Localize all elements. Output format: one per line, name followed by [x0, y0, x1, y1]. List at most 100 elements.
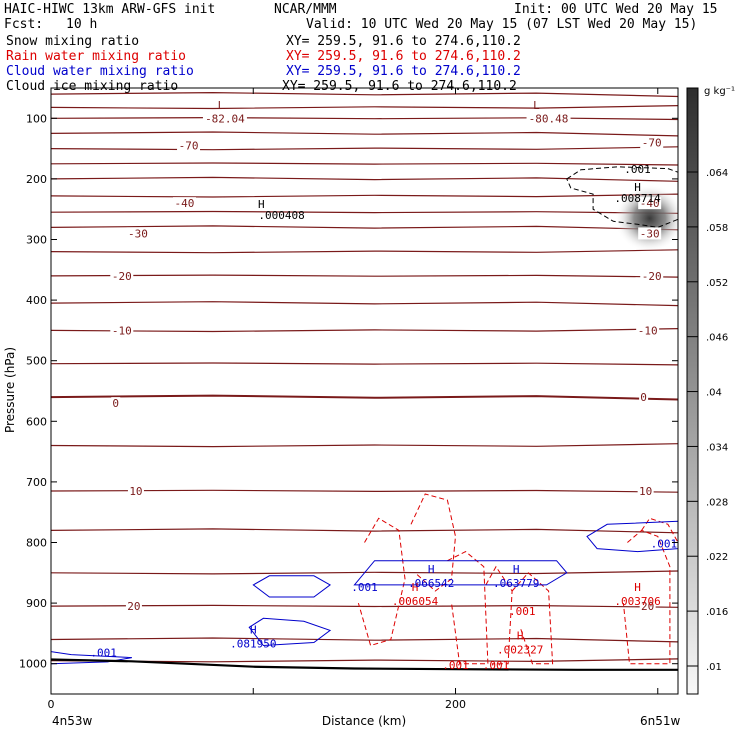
y-tick-label: 100 [26, 112, 47, 125]
temp-label-bg [636, 324, 660, 337]
cloud-ice-maximum [614, 184, 678, 253]
temp-label-bg [126, 227, 150, 240]
temp-label-bg [125, 600, 142, 613]
y-tick-label: 800 [26, 537, 47, 550]
isotherm [51, 489, 678, 493]
cloud-water-max-value: .063779 [493, 577, 539, 590]
isotherm [51, 570, 678, 575]
isotherm [51, 328, 678, 333]
cloud-water-contour-label: .001 [351, 581, 378, 594]
low-marker: L [533, 99, 540, 112]
plot-frame [50, 87, 679, 695]
isotherm [51, 443, 678, 448]
snow-max-marker: H [634, 181, 641, 194]
colorbar [686, 87, 699, 695]
cloud-ice-field [566, 166, 678, 253]
isotherm [51, 162, 678, 166]
temperature-label: -70 [179, 140, 199, 153]
snow-max-value: .008714 [614, 192, 661, 205]
cloud-water-max-marker: H [513, 563, 520, 576]
rain-contour [511, 572, 554, 665]
temperature-label: 10 [639, 485, 652, 498]
temperature-label: -40 [640, 197, 660, 210]
temperature-label: -10 [112, 324, 132, 337]
rain-max-value: .006054 [392, 595, 439, 608]
rain-contour-label: .001 [442, 659, 469, 672]
temp-label-bg [110, 324, 134, 337]
snow-contour-label: .001 [624, 163, 651, 176]
isotherm [51, 637, 678, 643]
cloud-water-max-marker: H [250, 623, 257, 636]
field-cloud-water-name: Cloud water mixing ratio [6, 64, 194, 79]
rain-max-value: .002327 [497, 643, 543, 656]
field-rain-name: Rain water mixing ratio [6, 49, 187, 64]
rain-contour [410, 493, 457, 592]
isotherm [51, 105, 678, 110]
colorbar-label: .016 [706, 607, 728, 618]
isotherm [51, 274, 678, 278]
temperature-label: -30 [128, 227, 148, 240]
colorbar-unit: g kg⁻¹ [704, 86, 735, 97]
isotherm [51, 394, 678, 401]
colorbar-labels: .064 .058 .052 .046 .04 .034 .028 .022 .016 .01 [687, 168, 728, 673]
colorbar-label: .052 [706, 278, 728, 289]
isotherm [51, 528, 678, 534]
cloud-water-contours [51, 520, 678, 665]
snow-secondary-max-marker: H [258, 198, 265, 211]
temperature-contours [51, 91, 678, 663]
temperature-label: -30 [640, 227, 660, 240]
temperature-label: -20 [112, 270, 132, 283]
endpoint-right: 6n51w [640, 714, 681, 728]
temperature-label: 20 [641, 600, 654, 613]
isotherm [51, 301, 678, 307]
temp-label-bg [639, 391, 649, 404]
snow-secondary-max-value: .000408 [258, 209, 304, 222]
cloud-water-contour [252, 575, 332, 598]
y-tick-label: 1000 [19, 658, 47, 671]
x-axis-title: Distance (km) [322, 714, 406, 728]
temp-label-bg [110, 269, 134, 282]
temp-label-bg [639, 600, 656, 613]
colorbar-label: .064 [706, 168, 728, 179]
fcst-label: Fcst: [4, 17, 44, 32]
low-marker: L [218, 99, 225, 112]
colorbar-label: .04 [706, 388, 722, 399]
temperature-label: -40 [175, 197, 195, 210]
field-cloud-water-xy: XY= 259.5, 91.6 to 274.6,110.2 [286, 64, 521, 79]
cloud-water-contour-label: .001 [651, 537, 678, 550]
temp-label-bg [177, 139, 201, 152]
field-snow-name: Snow mixing ratio [6, 34, 140, 49]
rain-max-marker: H [517, 629, 524, 642]
rain-contour [447, 551, 489, 665]
isotherm [51, 249, 678, 254]
temperature-label: -10 [638, 324, 658, 337]
colorbar-label: .058 [706, 223, 728, 234]
y-tick-label: 700 [26, 476, 47, 489]
temperature-label: -82.04 [205, 112, 245, 125]
x-tick-label: 200 [445, 698, 466, 711]
rain-max-marker: H [412, 581, 419, 594]
isotherm [51, 146, 678, 151]
isotherm [51, 193, 678, 198]
isotherm [51, 91, 678, 98]
temp-label-bg [526, 112, 571, 125]
fcst-value: 10 h [66, 17, 98, 32]
y-tick-label: 300 [26, 234, 47, 247]
rain-water-contours [357, 493, 678, 665]
temperature-label: -70 [642, 137, 662, 150]
rain-max-marker: H [634, 581, 641, 594]
isotherm [51, 210, 678, 214]
title-left: HAIC-HIWC 13km ARW-GFS init [4, 2, 216, 17]
cloud-water-max-value: .081950 [230, 637, 276, 650]
rain-contour [357, 517, 406, 647]
temperature-label: 10 [129, 485, 142, 498]
colorbar-label: .028 [706, 497, 728, 508]
temperature-label: -20 [642, 270, 662, 283]
init-text: Init: 00 UTC Wed 20 May 15 [514, 2, 718, 17]
temperature-label: 0 [640, 391, 647, 404]
cloud-water-max-value: .066542 [408, 577, 454, 590]
isotherm [51, 176, 678, 182]
temp-label-bg [202, 112, 247, 125]
